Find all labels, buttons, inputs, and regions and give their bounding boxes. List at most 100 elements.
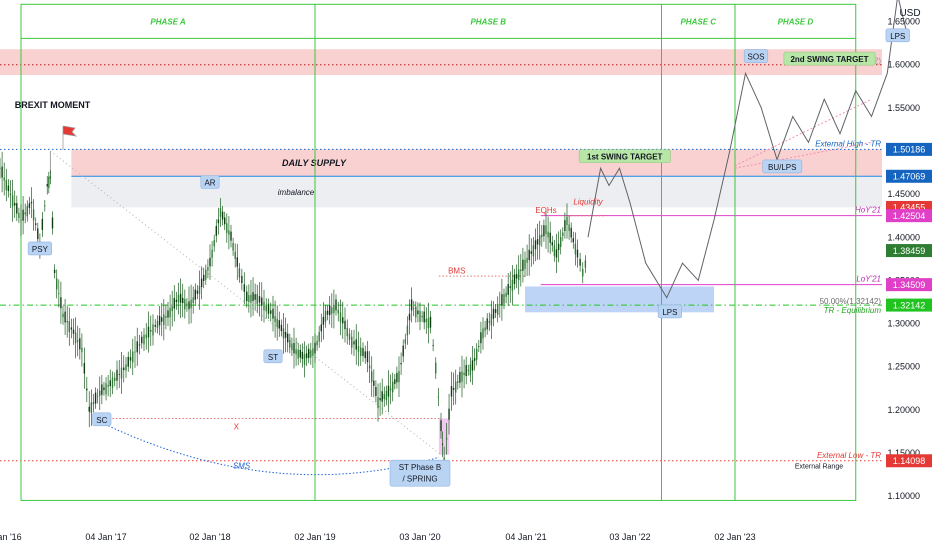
candle-body [351, 336, 353, 348]
brexit-diagonal-line [50, 150, 442, 456]
candle-body [234, 251, 236, 259]
y-tick-label-5: 1.40000 [887, 232, 920, 242]
candle-body [299, 349, 301, 358]
candle-body [371, 371, 373, 382]
x-tick-label-2: 02 Jan '18 [189, 532, 230, 542]
annotation-box-9 [885, 28, 910, 43]
candle-body [452, 387, 455, 390]
annotation-box-7 [743, 49, 769, 63]
annotation-label-11: BU/LPS [768, 163, 796, 172]
annotation-label-10: 1st SWING TARGET [587, 153, 663, 162]
candle-body [243, 284, 245, 292]
candle-body [16, 203, 18, 214]
candle-body [226, 223, 228, 233]
candle-body [383, 394, 385, 400]
candle-body [215, 225, 217, 236]
candle-body [68, 321, 70, 333]
candle-body [568, 224, 570, 231]
level-label-1: External High - TR [815, 139, 881, 148]
candle-body [280, 324, 283, 332]
candle-body [545, 225, 547, 235]
candle-body [96, 395, 99, 397]
candle-body [490, 314, 493, 326]
candle-body [346, 327, 348, 337]
candle-body [404, 339, 406, 344]
candle-body [284, 332, 287, 338]
candle-body [167, 310, 169, 318]
candle-body [459, 372, 461, 383]
candle-body [308, 348, 310, 359]
candle-body [86, 388, 88, 391]
candle-body [173, 298, 175, 309]
candle-body [198, 285, 201, 295]
candle-body [547, 231, 549, 238]
candle-body [219, 208, 222, 217]
candle-body [44, 205, 46, 207]
candle-body [293, 342, 295, 354]
candle-body [136, 341, 138, 353]
price-tag-4: 1.38459 [893, 246, 926, 256]
y-tick-label-11: 1.10000 [887, 491, 920, 501]
candle-body [241, 275, 243, 284]
candle-body [551, 242, 553, 246]
candle-body [291, 343, 293, 351]
candle-body [482, 328, 484, 339]
zone-label-1: DAILY SUPPLY [282, 158, 347, 168]
candle-body [192, 297, 194, 303]
annotation-label-7: SOS [748, 53, 765, 62]
candle-body [282, 328, 285, 339]
candle-body [333, 305, 335, 314]
candle-body [114, 377, 116, 381]
candle-body [46, 184, 48, 187]
annotation-box-11 [762, 159, 803, 174]
level-label-6: TR - Equilibrium [824, 306, 882, 315]
candle-body [289, 339, 291, 348]
candle-body [230, 231, 232, 241]
candle-body [335, 299, 337, 311]
candle-body [265, 305, 267, 312]
candle-body [425, 318, 427, 323]
candle-body [375, 387, 377, 396]
candle-body [413, 308, 415, 309]
candle-body [377, 397, 379, 409]
candle-body [362, 348, 364, 357]
candle-body [564, 220, 566, 231]
candle-body [316, 340, 318, 346]
candle-body [1, 166, 3, 178]
candle-body [60, 297, 62, 309]
candle-body [250, 294, 252, 303]
level-label-7: External Low - TR [817, 451, 881, 460]
price-tag-bg-0 [886, 142, 932, 156]
flag-icon [62, 125, 78, 150]
candle-body [402, 345, 404, 357]
annotation-label-17: SMS [233, 462, 251, 471]
candle-body [217, 219, 220, 224]
candle-body [161, 317, 163, 322]
price-tag-5: 1.34509 [893, 280, 926, 290]
candle-body [355, 339, 357, 350]
candle-body [526, 257, 528, 263]
candle-body [32, 209, 35, 221]
phases-layer: PHASE A PHASE B PHASE C PHASE D [20, 3, 857, 501]
candle-body [211, 249, 213, 258]
annotation-label-18: External Range [795, 464, 843, 471]
y-tick-label-4: 1.45000 [887, 189, 920, 199]
candle-body [99, 390, 101, 396]
candle-body [232, 243, 234, 251]
price-tag-bg-7 [886, 454, 932, 468]
candle-body [3, 177, 5, 181]
candle-body [400, 362, 402, 365]
candle-body [26, 205, 28, 217]
candle-body [310, 350, 312, 358]
candle-body [457, 381, 459, 383]
candle-body [408, 313, 411, 321]
candle-body [150, 330, 152, 332]
candle-body [541, 234, 543, 238]
candle-body [177, 294, 180, 303]
candle-body [252, 292, 254, 301]
candle-body [322, 317, 325, 325]
candle-body [560, 237, 562, 247]
candle-body [572, 238, 574, 243]
candle-body [534, 240, 537, 250]
candle-body [53, 269, 56, 273]
